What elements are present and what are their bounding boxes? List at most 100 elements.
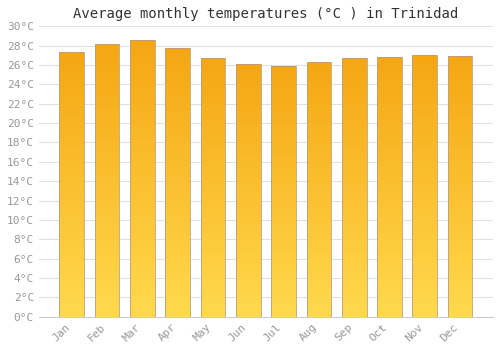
Bar xyxy=(271,237,296,239)
Bar xyxy=(342,195,366,198)
Bar xyxy=(448,88,472,90)
Bar xyxy=(130,311,155,314)
Bar xyxy=(306,151,331,154)
Bar xyxy=(94,96,120,98)
Bar xyxy=(200,120,226,123)
Bar xyxy=(60,52,84,317)
Bar xyxy=(412,257,437,259)
Bar xyxy=(342,309,366,312)
Bar xyxy=(200,128,226,131)
Bar xyxy=(306,83,331,85)
Bar xyxy=(60,227,84,230)
Bar xyxy=(130,176,155,178)
Bar xyxy=(306,123,331,126)
Bar xyxy=(342,224,366,226)
Bar xyxy=(130,198,155,201)
Bar xyxy=(236,173,260,175)
Bar xyxy=(377,229,402,231)
Bar xyxy=(306,243,331,245)
Bar xyxy=(271,96,296,99)
Bar xyxy=(60,208,84,211)
Bar xyxy=(166,77,190,80)
Bar xyxy=(60,158,84,161)
Bar xyxy=(412,207,437,210)
Bar xyxy=(94,120,120,123)
Bar xyxy=(130,259,155,261)
Bar xyxy=(306,98,331,100)
Bar xyxy=(130,54,155,56)
Bar xyxy=(200,288,226,291)
Bar xyxy=(130,120,155,123)
Bar xyxy=(342,208,366,211)
Bar xyxy=(342,133,366,136)
Bar xyxy=(94,98,120,101)
Bar xyxy=(60,203,84,206)
Bar xyxy=(130,214,155,217)
Bar xyxy=(306,167,331,169)
Bar xyxy=(166,293,190,295)
Bar xyxy=(236,72,260,74)
Bar xyxy=(166,301,190,303)
Bar xyxy=(60,52,84,55)
Bar xyxy=(130,314,155,317)
Bar xyxy=(412,217,437,220)
Bar xyxy=(236,251,260,254)
Bar xyxy=(94,271,120,273)
Bar xyxy=(412,131,437,134)
Bar xyxy=(130,148,155,150)
Bar xyxy=(60,174,84,177)
Bar xyxy=(412,173,437,176)
Bar xyxy=(271,139,296,141)
Bar xyxy=(130,270,155,273)
Bar xyxy=(271,254,296,257)
Bar xyxy=(60,121,84,124)
Bar xyxy=(306,258,331,261)
Bar xyxy=(412,238,437,241)
Bar xyxy=(306,301,331,304)
Bar xyxy=(236,163,260,165)
Bar xyxy=(94,268,120,271)
Bar xyxy=(412,142,437,144)
Bar xyxy=(271,156,296,159)
Bar xyxy=(130,286,155,289)
Bar xyxy=(236,198,260,201)
Bar xyxy=(130,237,155,239)
Bar xyxy=(130,298,155,300)
Bar xyxy=(271,134,296,136)
Bar xyxy=(236,84,260,87)
Bar xyxy=(236,122,260,125)
Bar xyxy=(412,79,437,82)
Bar xyxy=(342,123,366,125)
Bar xyxy=(166,48,190,317)
Bar xyxy=(94,240,120,243)
Bar xyxy=(130,84,155,87)
Bar xyxy=(236,312,260,314)
Bar xyxy=(166,104,190,107)
Bar xyxy=(377,270,402,273)
Bar xyxy=(448,265,472,267)
Bar xyxy=(377,304,402,306)
Bar xyxy=(412,270,437,272)
Bar xyxy=(236,307,260,309)
Bar xyxy=(60,312,84,314)
Bar xyxy=(60,103,84,105)
Bar xyxy=(306,149,331,151)
Bar xyxy=(200,314,226,317)
Bar xyxy=(236,175,260,178)
Bar xyxy=(130,170,155,173)
Bar xyxy=(130,65,155,68)
Bar xyxy=(306,154,331,156)
Bar xyxy=(130,48,155,51)
Bar xyxy=(377,57,402,60)
Bar xyxy=(166,215,190,217)
Bar xyxy=(166,102,190,104)
Bar xyxy=(271,166,296,169)
Bar xyxy=(94,101,120,104)
Bar xyxy=(130,173,155,176)
Bar xyxy=(236,216,260,218)
Bar xyxy=(377,182,402,184)
Bar xyxy=(306,210,331,212)
Bar xyxy=(94,265,120,268)
Bar xyxy=(342,283,366,286)
Bar xyxy=(94,79,120,82)
